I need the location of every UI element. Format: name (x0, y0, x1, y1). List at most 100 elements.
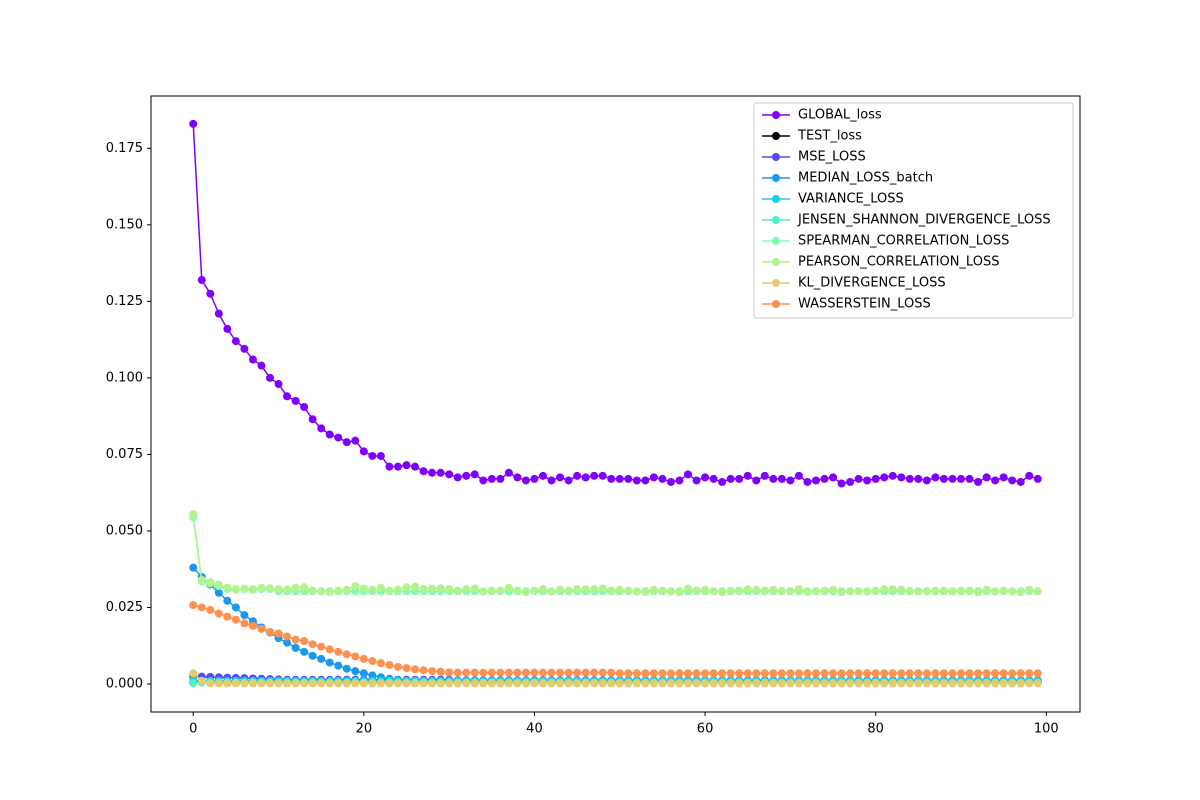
legend-label: WASSERSTEIN_LOSS (798, 297, 931, 312)
point (914, 679, 923, 688)
point (624, 669, 633, 678)
point (982, 669, 991, 678)
point (496, 586, 505, 595)
point (684, 669, 693, 678)
point (411, 665, 420, 674)
point (189, 669, 198, 678)
point (1016, 669, 1025, 678)
point (931, 679, 940, 688)
point (342, 585, 351, 594)
point (462, 585, 471, 594)
point (411, 462, 420, 471)
point (342, 664, 351, 673)
point (846, 477, 855, 486)
point (794, 585, 803, 594)
point (428, 667, 437, 676)
point (214, 588, 223, 597)
point (240, 611, 249, 620)
point (1025, 585, 1034, 594)
point (777, 474, 786, 483)
point (658, 474, 667, 483)
point (948, 669, 957, 678)
legend-label: PEARSON_CORRELATION_LOSS (798, 255, 999, 270)
point (274, 380, 283, 389)
point (240, 619, 249, 628)
point (189, 510, 198, 519)
point (871, 679, 880, 688)
series-line (192, 123, 1039, 485)
point (334, 586, 343, 595)
point (376, 659, 385, 668)
point (479, 587, 488, 596)
point (735, 474, 744, 483)
legend-label: SPEARMAN_CORRELATION_LOSS (798, 234, 1009, 249)
point (283, 679, 292, 688)
point (1025, 679, 1034, 688)
point (342, 679, 351, 688)
point (393, 585, 402, 594)
point (428, 468, 437, 477)
point (760, 471, 769, 480)
point (206, 605, 215, 614)
point (991, 679, 1000, 688)
y-tick-label: 0.150 (106, 217, 143, 232)
point (385, 462, 394, 471)
point (607, 474, 616, 483)
point (496, 679, 505, 688)
point (863, 587, 872, 596)
point (939, 669, 948, 678)
point (974, 679, 983, 688)
point (649, 669, 658, 678)
point (564, 679, 573, 688)
point (359, 584, 368, 593)
point (564, 586, 573, 595)
point (991, 669, 1000, 678)
point (300, 402, 309, 411)
point (283, 632, 292, 641)
series-line (193, 681, 1038, 684)
point (769, 669, 778, 678)
x-tick-label: 100 (1034, 722, 1059, 737)
point (445, 668, 454, 677)
point (393, 679, 402, 688)
point (735, 586, 744, 595)
point (308, 586, 317, 595)
point (701, 473, 710, 482)
point (214, 309, 223, 318)
point (709, 587, 718, 596)
point (684, 470, 693, 479)
point (888, 669, 897, 678)
point (266, 584, 275, 593)
point (743, 471, 752, 480)
point (803, 477, 812, 486)
y-tick-label: 0.075 (106, 447, 143, 462)
point (675, 476, 684, 485)
point (999, 586, 1008, 595)
point (189, 119, 198, 128)
point (317, 642, 326, 651)
point (317, 424, 326, 433)
plot-frame (150, 95, 1081, 713)
point (726, 474, 735, 483)
point (479, 668, 488, 677)
point (376, 583, 385, 592)
point (880, 669, 889, 678)
point (615, 679, 624, 688)
x-tick-label: 80 (867, 722, 884, 737)
point (956, 669, 965, 678)
point (402, 461, 411, 470)
point (317, 654, 326, 663)
point (368, 451, 377, 460)
point (956, 679, 965, 688)
point (300, 647, 309, 656)
point (462, 668, 471, 677)
point (223, 679, 232, 688)
point (351, 436, 360, 445)
point (880, 679, 889, 688)
point (556, 473, 565, 482)
point (189, 601, 198, 610)
point (1033, 474, 1042, 483)
point (956, 474, 965, 483)
point (317, 679, 326, 688)
point (248, 585, 257, 594)
